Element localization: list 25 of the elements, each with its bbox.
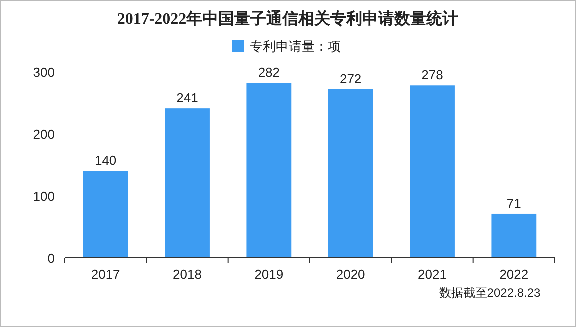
bar (246, 83, 292, 258)
data-label: 241 (176, 90, 198, 106)
legend-label: 专利申请量：项 (250, 39, 341, 54)
x-tick-label: 2022 (500, 267, 529, 282)
y-tick-label: 300 (33, 65, 55, 80)
x-tick-label: 2020 (336, 267, 366, 282)
y-tick-label: 100 (33, 189, 55, 204)
x-tick-label: 2019 (254, 267, 284, 282)
text: 数据截至2022.8.23 (439, 286, 542, 300)
x-tick-label: 2018 (173, 267, 202, 282)
y-tick-label: 200 (33, 127, 55, 142)
data-label: 71 (506, 196, 522, 211)
bar (410, 86, 455, 258)
bar (328, 89, 374, 258)
bar (165, 108, 210, 258)
bar (83, 171, 128, 258)
data-label: 278 (422, 68, 444, 83)
data-label: 282 (258, 65, 280, 80)
y-tick-label: 0 (48, 251, 55, 266)
data-label: 272 (340, 71, 362, 86)
bar (492, 214, 537, 258)
chart-title: 2017-2022年中国量子通信相关专利申请数量统计 (117, 10, 459, 28)
x-tick-label: 2021 (418, 267, 447, 282)
x-tick-label: 2017 (91, 267, 120, 282)
data-label: 140 (94, 153, 117, 168)
